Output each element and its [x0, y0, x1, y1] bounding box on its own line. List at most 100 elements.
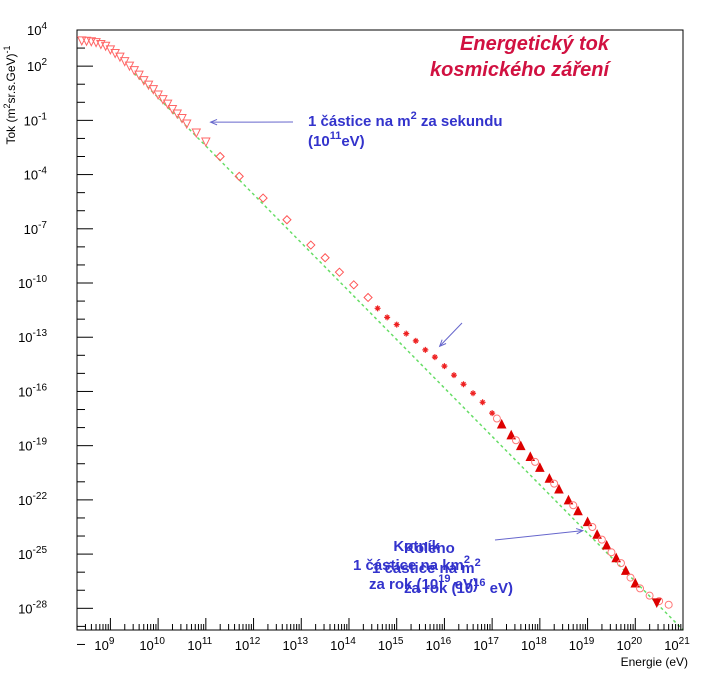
x-axis-label: Energie (eV): [621, 655, 688, 669]
annotation-line: Kotník: [393, 538, 440, 555]
annotation-sup: 2: [475, 557, 481, 569]
y-tick-base: 10: [18, 601, 32, 616]
chart-title-line-2: kosmického záření: [430, 59, 611, 81]
y-tick-label: 10-13: [18, 328, 47, 345]
x-tick-label: 1018: [521, 636, 547, 653]
x-tick-label: 1019: [569, 636, 595, 653]
x-tick-exp: 19: [583, 636, 595, 647]
annotation-sup: 2: [411, 110, 417, 122]
annotation-text: 1 částice na m: [372, 560, 475, 577]
data-point: [651, 598, 662, 609]
y-tick-exp: -16: [33, 382, 48, 393]
data-point: [148, 85, 159, 95]
data-point: [162, 99, 173, 110]
data-point: [115, 52, 125, 63]
data-point: [470, 390, 477, 397]
x-tick-base: 10: [139, 638, 153, 653]
annotations-layer: 1 částice na m2 za sekundu(1011eV)Koleno…: [209, 110, 585, 597]
x-tick-label: 1012: [235, 636, 261, 653]
y-tick-label: 104: [27, 21, 47, 38]
data-point: [76, 36, 87, 46]
data-point: [573, 505, 583, 516]
data-point: [544, 473, 555, 483]
data-point: [607, 548, 616, 557]
y-tick-base: 10: [24, 113, 38, 128]
y-axis-title: Tok (m2sr.s.GeV)-1: [2, 45, 18, 144]
x-tick-label: 1020: [616, 636, 642, 653]
annotation-arrow: [438, 322, 463, 348]
data-point: [531, 457, 540, 466]
annotation-text: 1 částice na m: [308, 113, 411, 130]
data-point: [611, 552, 622, 563]
annotation-line: Koleno: [404, 540, 455, 557]
x-tick-base: 10: [378, 638, 392, 653]
annotation-arrow: [209, 118, 294, 126]
annotation-line: 1 částice na m2: [372, 557, 481, 577]
x-tick-exp: 18: [536, 636, 548, 647]
data-point: [119, 57, 130, 67]
y-tick-exp: -19: [33, 437, 48, 448]
data-point: [664, 600, 673, 609]
y-axis: 10410210-110-410-710-1010-1310-1610-1910…: [18, 21, 93, 645]
y-tick-label: 10-7: [24, 220, 48, 237]
y-tick-base: 10: [27, 59, 41, 74]
data-point: [134, 70, 144, 81]
y-tick-exp: 2: [41, 57, 47, 68]
y-tick-base: 10: [18, 493, 32, 508]
x-axis-title: Energie (eV): [621, 655, 688, 669]
x-tick-base: 10: [94, 638, 108, 653]
x-tick-label: 1021: [664, 636, 690, 653]
data-point: [554, 483, 564, 494]
annotation-text-after: eV): [341, 133, 364, 150]
x-tick-base: 10: [330, 638, 344, 653]
fit-line-layer: [133, 72, 684, 631]
data-point: [306, 240, 316, 250]
data-point: [181, 119, 192, 130]
data-point: [592, 529, 602, 539]
data-point: [393, 321, 400, 328]
data-point: [630, 577, 641, 588]
y-tick-label: 10-28: [18, 599, 47, 616]
data-point: [535, 462, 545, 472]
y-tick-label: 10-25: [18, 545, 47, 562]
y-tick-base: 10: [18, 330, 32, 345]
y-tick-base: 10: [18, 439, 32, 454]
data-point: [582, 516, 593, 527]
x-tick-label: 1011: [187, 636, 212, 653]
data-point: [384, 314, 391, 321]
annotation-sup: 11: [330, 130, 342, 142]
data-point: [258, 193, 268, 203]
y-label-sup2: -1: [2, 45, 12, 53]
x-tick-base: 10: [473, 638, 487, 653]
annotation-arrow: [494, 528, 585, 541]
x-tick-label: 1013: [282, 636, 308, 653]
x-tick-base: 10: [282, 638, 296, 653]
data-point: [626, 573, 635, 582]
data-point: [489, 410, 496, 417]
data-point: [563, 494, 574, 505]
data-point: [201, 137, 211, 148]
y-tick-label: 10-1: [24, 111, 48, 128]
y-label-base: Tok (m: [4, 109, 18, 145]
y-tick-exp: -22: [33, 491, 48, 502]
data-point: [506, 429, 517, 440]
annotation-sup: 19: [438, 573, 450, 585]
annotation-text: 1 částice na km: [353, 557, 464, 574]
data-point: [143, 80, 154, 91]
data-point: [616, 559, 625, 568]
data-point: [515, 440, 526, 451]
chart-title: Energetický tok kosmického záření: [430, 33, 611, 81]
annotation-sup: 2: [464, 554, 470, 566]
data-point: [636, 584, 645, 593]
data-point: [588, 522, 597, 531]
x-tick-base: 10: [426, 638, 440, 653]
x-tick-exp: 11: [202, 636, 213, 647]
annotation-text: Kotník: [393, 538, 440, 555]
data-point: [138, 76, 149, 86]
axes-layer: 109 1010 1011 1012 1013 1014 1015 1016 1017 1018 1…: [18, 21, 690, 653]
x-tick-exp: 17: [488, 636, 500, 647]
x-tick-base: 10: [187, 638, 201, 653]
